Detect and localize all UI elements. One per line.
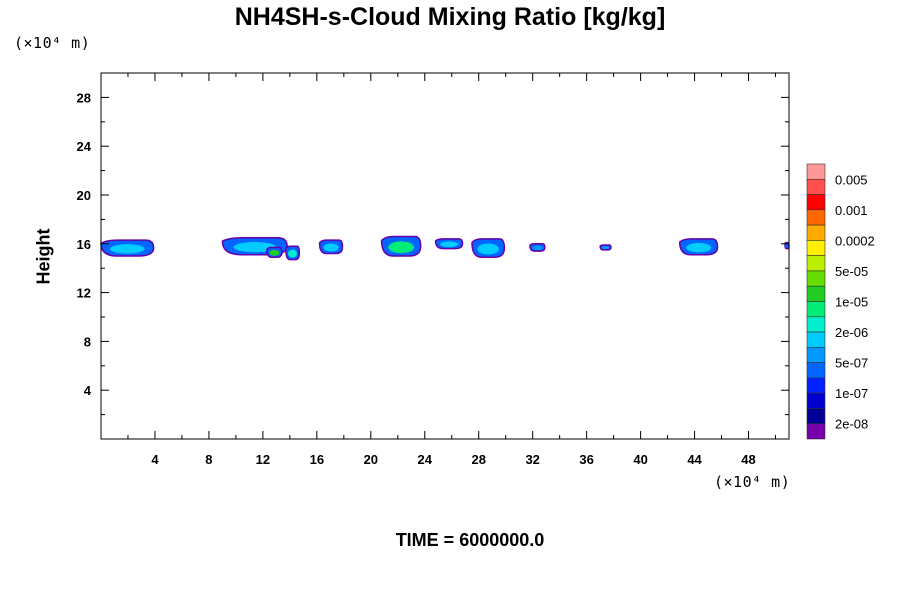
y-tick-label: 28 xyxy=(77,90,91,105)
colorbar-swatch xyxy=(806,270,826,287)
colorbar-swatch xyxy=(806,301,826,318)
colorbar-swatch xyxy=(806,224,826,241)
time-label: TIME = 6000000.0 xyxy=(395,530,545,550)
x-unit-label: (×10⁴ m) xyxy=(714,473,791,491)
x-tick-label: 36 xyxy=(579,452,593,467)
colorbar-label: 2e-06 xyxy=(835,325,868,340)
colorbar-label: 1e-07 xyxy=(835,386,868,401)
colorbar-swatch xyxy=(806,163,826,180)
colorbar-swatch xyxy=(806,347,826,363)
x-tick-label: 12 xyxy=(256,452,270,467)
cloud-patch xyxy=(529,243,546,252)
colorbar-swatch xyxy=(806,423,826,440)
cloud-patch xyxy=(599,244,612,251)
y-tick-label: 24 xyxy=(77,139,92,154)
colorbar-label: 5e-07 xyxy=(835,356,868,371)
x-tick-label: 4 xyxy=(151,452,159,467)
cloud-patch xyxy=(318,239,344,255)
colorbar-label: 0.001 xyxy=(835,203,868,218)
y-tick-label: 12 xyxy=(77,286,91,301)
cloud-patch xyxy=(100,239,155,257)
colorbar-swatch xyxy=(806,209,826,226)
cloud-patch xyxy=(266,246,283,258)
x-tick-label: 24 xyxy=(418,452,433,467)
colorbar-swatch xyxy=(806,255,826,272)
y-tick-label: 16 xyxy=(77,237,91,252)
y-unit-label: (×10⁴ m) xyxy=(14,34,91,52)
colorbar-swatch xyxy=(806,408,826,425)
y-tick-label: 4 xyxy=(84,383,92,398)
cloud-patch xyxy=(434,238,464,250)
x-tick-label: 44 xyxy=(687,452,702,467)
colorbar-swatch xyxy=(806,240,826,256)
x-tick-label: 28 xyxy=(471,452,485,467)
colorbar-swatch xyxy=(806,392,826,409)
y-tick-label: 8 xyxy=(84,334,91,349)
cloud-layer xyxy=(100,235,790,261)
colorbar-swatch xyxy=(806,331,826,348)
x-tick-label: 48 xyxy=(741,452,755,467)
colorbar-swatch xyxy=(806,194,826,211)
chart-title: NH4SH-s-Cloud Mixing Ratio [kg/kg] xyxy=(234,3,666,31)
colorbar-swatch xyxy=(806,362,826,379)
cloud-patch xyxy=(380,235,422,257)
colorbar-swatch xyxy=(806,377,826,394)
x-tick-label: 32 xyxy=(525,452,539,467)
colorbar-label: 1e-05 xyxy=(835,295,868,310)
plot-frame xyxy=(100,72,790,440)
colorbar-label: 0.0002 xyxy=(835,233,875,248)
x-tick-label: 40 xyxy=(633,452,647,467)
x-tick-label: 8 xyxy=(205,452,212,467)
x-tick-label: 16 xyxy=(310,452,324,467)
y-tick-label: 20 xyxy=(77,188,91,203)
x-tick-label: 20 xyxy=(364,452,378,467)
colorbar-label: 5e-05 xyxy=(835,264,868,279)
colorbar-label: 0.005 xyxy=(835,172,868,187)
colorbar: 0.005 0.001 0.0002 5e-05 1e-05 2e-06 5e-07 1e-0… xyxy=(806,163,875,440)
colorbar-swatch xyxy=(806,285,826,302)
cloud-patch xyxy=(471,238,506,258)
colorbar-swatch xyxy=(806,178,826,195)
cloud-patch xyxy=(678,238,719,256)
colorbar-label: 2e-08 xyxy=(835,417,868,432)
colorbar-swatch xyxy=(806,316,826,333)
cloud-patch xyxy=(285,245,301,261)
